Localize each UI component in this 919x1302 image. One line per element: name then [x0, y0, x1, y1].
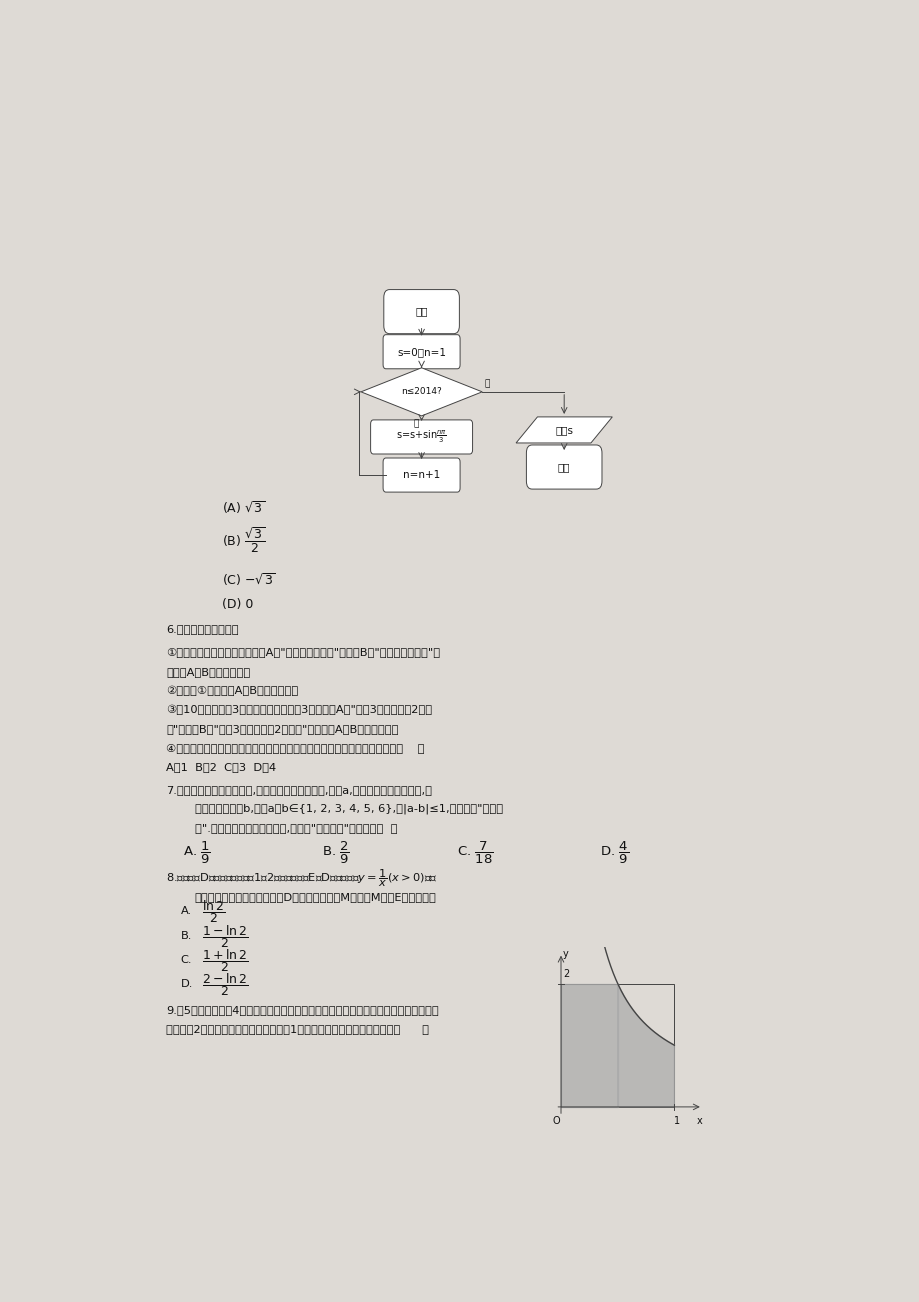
Text: s=s+sin$\frac{n\pi}{3}$: s=s+sin$\frac{n\pi}{3}$ — [396, 428, 447, 445]
Text: 结束: 结束 — [557, 462, 570, 473]
Text: 9.从5位同学中选派4位同学在星期五、星期六、星期日参加公益活动，每人一天，要求: 9.从5位同学中选派4位同学在星期五、星期六、星期日参加公益活动，每人一天，要求 — [166, 1005, 438, 1016]
Text: $\dfrac{1-\ln 2}{2}$: $\dfrac{1-\ln 2}{2}$ — [202, 923, 248, 949]
Text: y: y — [562, 949, 568, 960]
Text: (D) 0: (D) 0 — [221, 598, 253, 611]
Text: 7.甲、乙两人玩猜数字游戏,先由甲心中想一个数字,记为a,再由乙猜甲所想的数字,把: 7.甲、乙两人玩猜数字游戏,先由甲心中想一个数字,记为a,再由乙猜甲所想的数字,… — [166, 785, 432, 794]
Text: A. $\dfrac{1}{9}$: A. $\dfrac{1}{9}$ — [183, 840, 210, 866]
Text: 星期五有2人参加，星期六、星期日各有1人参加，则不同的选派方法共有（      ）: 星期五有2人参加，星期六、星期日各有1人参加，则不同的选派方法共有（ ） — [166, 1025, 429, 1035]
Text: B.: B. — [180, 931, 192, 941]
Text: $\dfrac{1+\ln 2}{2}$: $\dfrac{1+\ln 2}{2}$ — [202, 947, 248, 974]
Text: A.: A. — [180, 906, 191, 917]
Text: x: x — [696, 1116, 701, 1126]
FancyBboxPatch shape — [382, 458, 460, 492]
Text: C. $\dfrac{7}{18}$: C. $\dfrac{7}{18}$ — [457, 840, 493, 866]
Text: 乙猜的数字记为b,其中a，b∈{1, 2, 3, 4, 5, 6},若|a-b|≤1,就称甲乙"心有灵: 乙猜的数字记为b,其中a，b∈{1, 2, 3, 4, 5, 6},若|a-b|… — [195, 803, 503, 814]
Text: n≤2014?: n≤2014? — [401, 387, 441, 396]
Text: $\dfrac{2-\ln 2}{2}$: $\dfrac{2-\ln 2}{2}$ — [202, 971, 248, 997]
Text: 犀".现任意找两人玩这个游戏,则他们"心有灵犀"的概率为（  ）: 犀".现任意找两人玩这个游戏,则他们"心有灵犀"的概率为（ ） — [195, 823, 397, 833]
Text: (C) $-\sqrt{3}$: (C) $-\sqrt{3}$ — [221, 572, 276, 587]
Text: (A) $\sqrt{3}$: (A) $\sqrt{3}$ — [221, 499, 265, 516]
Text: (B) $\dfrac{\sqrt{3}}{2}$: (B) $\dfrac{\sqrt{3}}{2}$ — [221, 526, 265, 555]
Text: 则事件A与B是对立事件；: 则事件A与B是对立事件； — [166, 667, 250, 677]
Polygon shape — [617, 983, 674, 1107]
Polygon shape — [561, 983, 617, 1107]
Text: 输出s: 输出s — [554, 424, 573, 435]
Polygon shape — [360, 367, 482, 415]
Text: $\dfrac{\ln 2}{2}$: $\dfrac{\ln 2}{2}$ — [202, 897, 225, 924]
FancyBboxPatch shape — [370, 421, 472, 454]
Text: 6.给出以下四个命题：: 6.给出以下四个命题： — [166, 625, 239, 634]
Text: 开始: 开始 — [414, 307, 427, 316]
Text: 8.如图，设D是图中边长分别为1和2的矩形区域，E是D内位于函数$y=\dfrac{1}{x}(x>0)$图象: 8.如图，设D是图中边长分别为1和2的矩形区域，E是D内位于函数$y=\dfra… — [166, 867, 437, 889]
Text: ④两事件对立必然也互斥，反之不成立．试判断以上命题中真命题的个数是（    ）: ④两事件对立必然也互斥，反之不成立．试判断以上命题中真命题的个数是（ ） — [166, 742, 425, 753]
Text: 1: 1 — [673, 1116, 679, 1126]
Text: A．1  B．2  C．3  D．4: A．1 B．2 C．3 D．4 — [166, 762, 277, 772]
Text: 是: 是 — [413, 419, 418, 428]
Text: n=n+1: n=n+1 — [403, 470, 439, 480]
Text: 品"，事件B："所取3件中至少有2件次品"，则事件A与B是互斥事件；: 品"，事件B："所取3件中至少有2件次品"，则事件A与B是互斥事件； — [166, 724, 399, 734]
Text: B. $\dfrac{2}{9}$: B. $\dfrac{2}{9}$ — [322, 840, 349, 866]
Bar — [561, 983, 674, 1107]
Text: 否: 否 — [483, 379, 489, 388]
Text: O: O — [552, 1116, 560, 1126]
Text: 2: 2 — [562, 969, 569, 979]
Text: s=0，n=1: s=0，n=1 — [397, 346, 446, 357]
Text: D.: D. — [180, 979, 193, 990]
FancyBboxPatch shape — [382, 335, 460, 368]
Text: ③在10件产品中有3件是次品，从中任取3件，事件A："所取3件中最多有2件次: ③在10件产品中有3件是次品，从中任取3件，事件A："所取3件中最多有2件次 — [166, 704, 432, 715]
Text: D. $\dfrac{4}{9}$: D. $\dfrac{4}{9}$ — [599, 840, 628, 866]
Polygon shape — [516, 417, 612, 443]
Text: C.: C. — [180, 956, 192, 965]
Text: ①将一枚硬币抛掷两次，设事件A："两次都出现正面"，事件B："两次都出现反面"，: ①将一枚硬币抛掷两次，设事件A："两次都出现正面"，事件B："两次都出现反面"， — [166, 647, 440, 658]
FancyBboxPatch shape — [526, 445, 601, 490]
Text: 下方的区域（阴影部分），从D内随机取一个点M，则点M取自E内的概率为: 下方的区域（阴影部分），从D内随机取一个点M，则点M取自E内的概率为 — [195, 892, 437, 902]
Text: ②在命题①中，事件A与B是互斥事件；: ②在命题①中，事件A与B是互斥事件； — [166, 685, 299, 695]
FancyBboxPatch shape — [383, 289, 459, 333]
